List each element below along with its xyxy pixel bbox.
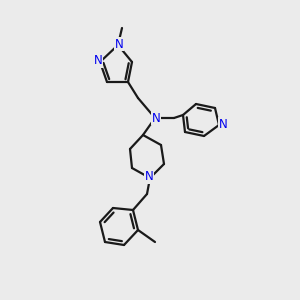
Text: N: N [219,118,227,130]
Text: N: N [94,55,102,68]
Text: N: N [152,112,160,124]
Text: N: N [145,170,153,184]
Text: N: N [115,38,123,50]
